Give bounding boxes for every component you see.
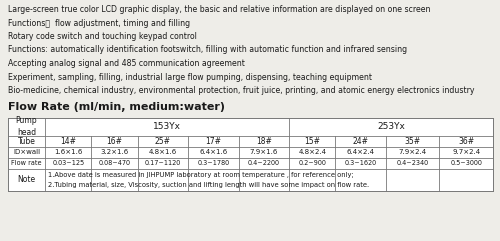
Text: 14#: 14# <box>60 136 76 146</box>
Text: 24#: 24# <box>352 136 368 146</box>
Text: 3.2×1.6: 3.2×1.6 <box>100 149 128 155</box>
Text: Accepting analog signal and 485 communication agreement: Accepting analog signal and 485 communic… <box>8 59 245 68</box>
Text: 253Yx: 253Yx <box>377 122 405 131</box>
Text: Note: Note <box>18 175 36 184</box>
Text: 17#: 17# <box>206 136 222 146</box>
Text: Flow Rate (ml/min, medium:water): Flow Rate (ml/min, medium:water) <box>8 102 225 113</box>
Text: 0.4~2200: 0.4~2200 <box>248 160 280 166</box>
Text: 2.Tubing material, size, Viscosity, suction and lifting length will have some im: 2.Tubing material, size, Viscosity, suct… <box>48 181 369 187</box>
Text: 18#: 18# <box>256 136 272 146</box>
Text: 7.9×1.6: 7.9×1.6 <box>250 149 278 155</box>
Text: 6.4×2.4: 6.4×2.4 <box>346 149 374 155</box>
Text: 0.2~900: 0.2~900 <box>298 160 326 166</box>
Text: Bio-medicine, chemical industry, environmental protection, fruit juice, printing: Bio-medicine, chemical industry, environ… <box>8 86 474 95</box>
Text: 6.4×1.6: 6.4×1.6 <box>200 149 228 155</box>
Text: 4.8×2.4: 4.8×2.4 <box>298 149 326 155</box>
Text: 35#: 35# <box>404 136 420 146</box>
Text: Tube: Tube <box>18 136 36 146</box>
Text: 15#: 15# <box>304 136 320 146</box>
Text: 0.17~1120: 0.17~1120 <box>145 160 181 166</box>
Text: ID×wall: ID×wall <box>13 149 40 155</box>
Text: Flow rate: Flow rate <box>12 160 42 166</box>
Text: 0.03~125: 0.03~125 <box>52 160 84 166</box>
Text: Large-screen true color LCD graphic display, the basic and relative information : Large-screen true color LCD graphic disp… <box>8 5 430 14</box>
Text: 36#: 36# <box>458 136 474 146</box>
Text: 0.4~2340: 0.4~2340 <box>396 160 428 166</box>
Text: 4.8×1.6: 4.8×1.6 <box>149 149 177 155</box>
Text: 25#: 25# <box>155 136 171 146</box>
Text: Pump
head: Pump head <box>16 116 38 137</box>
Text: Experiment, sampling, filling, industrial large flow pumping, dispensing, teachi: Experiment, sampling, filling, industria… <box>8 73 372 81</box>
Text: Functions：  flow adjustment, timing and filling: Functions： flow adjustment, timing and f… <box>8 19 190 27</box>
Text: 1.6×1.6: 1.6×1.6 <box>54 149 82 155</box>
Text: Rotary code switch and touching keypad control: Rotary code switch and touching keypad c… <box>8 32 197 41</box>
Text: 16#: 16# <box>106 136 122 146</box>
Text: 9.7×2.4: 9.7×2.4 <box>452 149 480 155</box>
Text: 0.3~1780: 0.3~1780 <box>198 160 230 166</box>
Text: 0.3~1620: 0.3~1620 <box>344 160 376 166</box>
Text: 0.08~470: 0.08~470 <box>98 160 130 166</box>
Text: 1.Above date is measured in JIHPUMP laboratory at room temperature , for referen: 1.Above date is measured in JIHPUMP labo… <box>48 173 354 179</box>
Text: Functions: automatically identification footswitch, filling with automatic funct: Functions: automatically identification … <box>8 46 407 54</box>
Text: 7.9×2.4: 7.9×2.4 <box>398 149 426 155</box>
Text: 0.5~3000: 0.5~3000 <box>450 160 482 166</box>
Text: 153Yx: 153Yx <box>153 122 181 131</box>
Bar <box>8 118 493 190</box>
